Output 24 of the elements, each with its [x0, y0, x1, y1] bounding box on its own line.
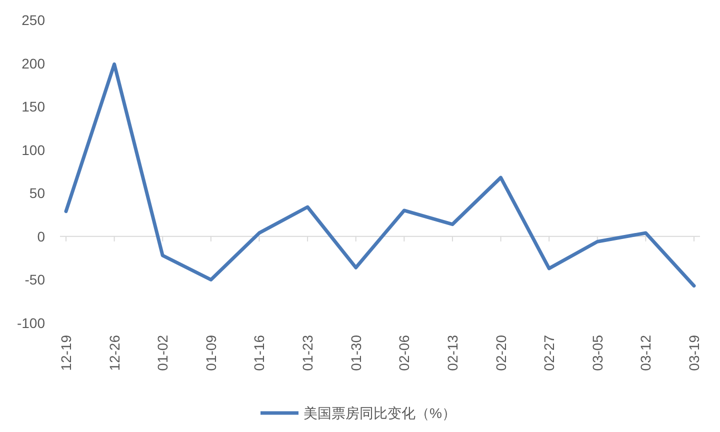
x-tick-label: 03-19	[686, 334, 702, 371]
x-tick-label: 12-19	[58, 334, 74, 371]
y-tick-label: 100	[22, 142, 46, 158]
y-tick-label: 50	[29, 185, 46, 202]
legend-label: 美国票房同比变化（%）	[304, 405, 456, 421]
x-tick-label: 01-02	[154, 334, 171, 371]
y-tick-label: -50	[24, 272, 46, 288]
x-tick-label: 01-23	[300, 334, 316, 371]
y-tick-label: 250	[22, 12, 46, 28]
x-tick-label: 02-27	[541, 334, 558, 371]
x-tick-label: 02-06	[396, 334, 412, 371]
x-tick-label: 01-09	[202, 334, 219, 371]
x-tick-label: 02-20	[492, 334, 509, 371]
x-tick-label: 12-26	[106, 334, 122, 371]
x-tick-label: 02-13	[444, 334, 460, 371]
y-tick-label: 200	[22, 55, 46, 72]
line-series	[64, 62, 696, 288]
x-tick-label: 01-16	[251, 334, 268, 371]
y-tick-label: -100	[16, 315, 46, 331]
x-tick-label: 03-05	[589, 334, 606, 371]
x-tick-label: 03-12	[638, 334, 654, 371]
x-tick-label: 01-30	[348, 334, 364, 371]
y-tick-label: 150	[22, 98, 46, 115]
y-tick-label: 0	[37, 228, 46, 244]
